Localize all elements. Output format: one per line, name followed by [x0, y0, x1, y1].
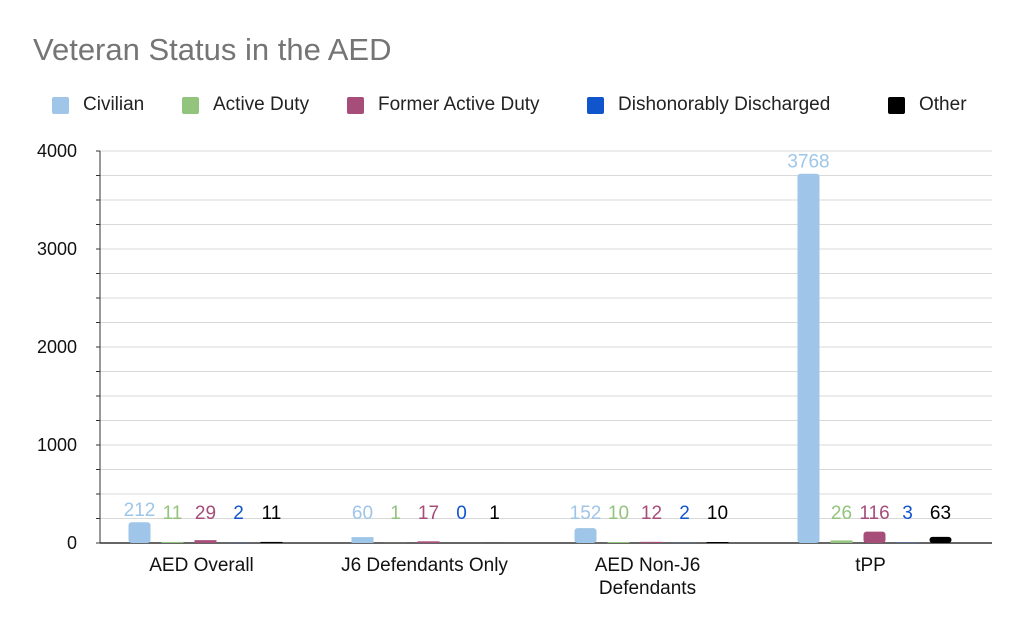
bar — [706, 542, 729, 543]
bar — [128, 522, 151, 543]
data-label: 11 — [163, 503, 183, 524]
data-label: 1 — [390, 503, 401, 524]
bar — [574, 528, 597, 543]
data-label: 29 — [195, 503, 216, 524]
bar — [929, 536, 952, 543]
data-label: 3 — [902, 503, 913, 524]
x-tick-label: Defendants — [599, 578, 696, 599]
x-tick-label: J6 Defendants Only — [341, 555, 508, 576]
data-label: 60 — [352, 503, 373, 524]
bar — [194, 540, 217, 543]
y-tick-label: 0 — [67, 533, 77, 553]
data-label: 10 — [707, 503, 728, 524]
chart-title: Veteran Status in the AED — [33, 32, 392, 67]
bar — [260, 541, 283, 543]
legend-label: Former Active Duty — [378, 94, 540, 115]
data-label: 152 — [570, 503, 602, 524]
legend-item: Other — [888, 90, 967, 120]
bar — [863, 531, 886, 543]
x-tick-label: tPP — [855, 555, 886, 576]
data-label: 2 — [233, 503, 244, 524]
data-label: 26 — [831, 503, 852, 524]
x-tick-label: AED Overall — [149, 555, 254, 576]
legend-label: Civilian — [83, 94, 145, 115]
legend-swatch — [587, 96, 604, 114]
legend-item: Dishonorably Discharged — [587, 90, 830, 120]
legend-swatch — [347, 96, 364, 114]
data-label: 17 — [418, 503, 439, 524]
data-label: 0 — [456, 503, 467, 524]
x-tick-label: AED Non-J6 — [595, 555, 701, 576]
legend-label: Dishonorably Discharged — [618, 94, 831, 115]
bar — [607, 542, 630, 543]
legend-item: Former Active Duty — [347, 90, 540, 120]
y-tick-label: 2000 — [37, 337, 77, 357]
data-label: 63 — [930, 503, 951, 524]
bar — [161, 541, 184, 543]
y-tick-label: 4000 — [37, 141, 77, 161]
data-label: 10 — [608, 503, 629, 524]
bar — [351, 537, 374, 543]
y-tick-label: 1000 — [37, 435, 77, 455]
legend: Civilian Active Duty Former Active Duty Dis… — [0, 90, 1024, 120]
legend-swatch — [182, 96, 199, 114]
data-label: 116 — [859, 503, 889, 524]
legend-swatch — [888, 96, 905, 114]
bar — [797, 173, 820, 543]
legend-item: Civilian — [52, 90, 144, 120]
data-label: 1 — [489, 503, 500, 524]
legend-label: Other — [919, 94, 967, 115]
bar — [830, 540, 853, 543]
data-label: 11 — [262, 503, 282, 524]
data-label: 212 — [124, 500, 156, 521]
data-label: 12 — [641, 503, 662, 524]
data-label: 2 — [679, 503, 690, 524]
legend-label: Active Duty — [213, 94, 310, 115]
bar — [640, 541, 663, 543]
legend-item: Active Duty — [182, 90, 309, 120]
bar — [417, 541, 440, 543]
legend-swatch — [52, 96, 69, 114]
data-label: 3768 — [787, 152, 829, 173]
y-tick-label: 3000 — [37, 239, 77, 259]
